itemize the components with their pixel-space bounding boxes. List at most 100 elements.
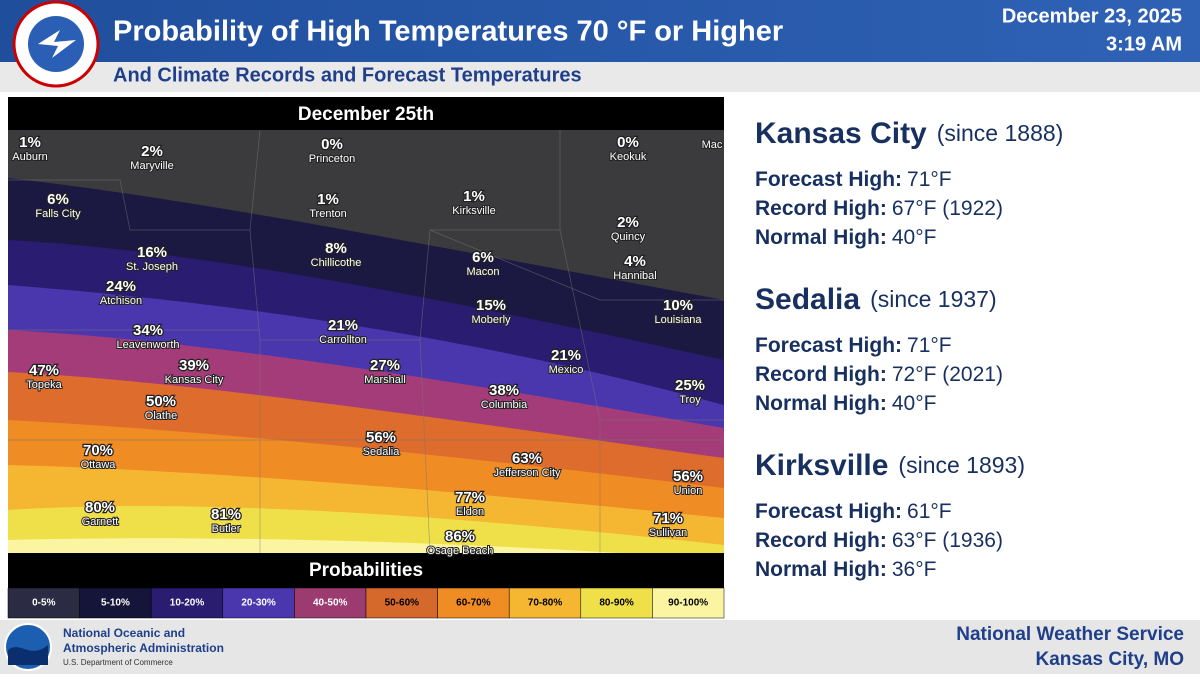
- row-value: 72°F (2021): [892, 363, 1003, 386]
- city-pct: 39%: [179, 357, 209, 374]
- city-pct: 70%: [83, 442, 113, 459]
- legend-swatch: [580, 587, 653, 619]
- city-name: Maryville: [130, 160, 173, 172]
- legend-swatch: [437, 587, 510, 619]
- legend-swatch: [652, 587, 725, 619]
- station-row: Forecast High: 61°F: [755, 500, 952, 523]
- row-label: Forecast High:: [755, 168, 902, 191]
- row-label: Record High:: [755, 363, 887, 386]
- city-name: Columbia: [481, 399, 528, 411]
- office-line1: National Weather Service: [956, 624, 1184, 645]
- legend-label: 50-60%: [385, 598, 420, 609]
- row-value: 61°F: [907, 500, 952, 523]
- city-pct: 1%: [19, 134, 41, 151]
- legend-swatch: [7, 587, 80, 619]
- city-pct: 24%: [106, 278, 136, 295]
- city-pct: 4%: [624, 253, 646, 270]
- city-pct: 56%: [673, 468, 703, 485]
- city-name: Leavenworth: [117, 339, 180, 351]
- city-pct: 15%: [476, 297, 506, 314]
- station-heading: Kansas City (since 1888): [755, 117, 1063, 150]
- city-name: Macon: [466, 266, 499, 278]
- station-heading: Kirksville (since 1893): [755, 449, 1025, 482]
- city-name: Keokuk: [610, 151, 647, 163]
- time: 3:19 AM: [1106, 33, 1182, 55]
- agency-line2: Atmospheric Administration: [63, 641, 224, 655]
- city-pct: 0%: [321, 136, 343, 153]
- city-pct: 50%: [146, 393, 176, 410]
- office-line2: Kansas City, MO: [1035, 649, 1184, 670]
- row-value: 36°F: [892, 558, 937, 581]
- city-pct: 2%: [617, 214, 639, 231]
- city-name: Mac: [702, 139, 723, 151]
- city-name: Trenton: [309, 208, 347, 220]
- row-label: Record High:: [755, 529, 887, 552]
- map: December 25th Probabilities 1%Auburn 2%Ma…: [8, 97, 724, 588]
- department: U.S. Department of Commerce: [63, 658, 173, 667]
- city-name: Moberly: [471, 314, 511, 326]
- legend-label: 60-70%: [456, 598, 491, 609]
- station-heading: Sedalia (since 1937): [755, 283, 997, 316]
- row-label: Normal High:: [755, 558, 887, 581]
- row-value: 71°F: [907, 168, 952, 191]
- station-name: Sedalia: [755, 283, 860, 316]
- row-label: Normal High:: [755, 226, 887, 249]
- footer-bar: [0, 620, 1200, 674]
- station-row: Normal High: 40°F: [755, 226, 936, 249]
- station-row: Normal High: 36°F: [755, 558, 936, 581]
- city-name: Ottawa: [81, 459, 117, 471]
- city-name: Quincy: [611, 231, 646, 243]
- city-pct: 8%: [325, 240, 347, 257]
- city-pct: 47%: [29, 362, 59, 379]
- legend-label: 90-100%: [668, 598, 708, 609]
- legend-label: 80-90%: [599, 598, 634, 609]
- city-name: Falls City: [35, 208, 81, 220]
- row-label: Record High:: [755, 197, 887, 220]
- city-name: Olathe: [145, 410, 177, 422]
- city-name: Sullivan: [649, 527, 688, 539]
- subtitle: And Climate Records and Forecast Tempera…: [113, 64, 582, 86]
- city-name: Mexico: [549, 364, 584, 376]
- city-name: Kansas City: [165, 374, 224, 386]
- city-name: Hannibal: [613, 270, 656, 282]
- city-name: Topeka: [26, 379, 62, 391]
- subheader-bar: [0, 62, 1200, 92]
- noaa-logo: [4, 623, 52, 671]
- legend-label: 5-10%: [101, 598, 130, 609]
- city-name: St. Joseph: [126, 261, 178, 273]
- row-value: 40°F: [892, 392, 937, 415]
- station-row: Forecast High: 71°F: [755, 334, 952, 357]
- city-name: Marshall: [364, 374, 406, 386]
- station-row: Forecast High: 71°F: [755, 168, 952, 191]
- legend: 0-5% 5-10% 10-20% 20-30% 40-50% 50-60% 60-70% 7…: [7, 587, 725, 619]
- city-name: Atchison: [100, 295, 142, 307]
- legend-label: 40-50%: [313, 598, 348, 609]
- city-name: Troy: [679, 394, 701, 406]
- city-name: Union: [674, 485, 703, 497]
- row-value: 40°F: [892, 226, 937, 249]
- city-pct: 2%: [141, 143, 163, 160]
- city-name: Chillicothe: [311, 257, 362, 269]
- date: December 23, 2025: [1002, 5, 1182, 27]
- city-pct: 86%: [445, 528, 475, 545]
- city-pct: 1%: [463, 188, 485, 205]
- city-pct: 16%: [137, 244, 167, 261]
- city-pct: 81%: [211, 506, 241, 523]
- city-pct: 34%: [133, 322, 163, 339]
- city-name: Osage Beach: [427, 545, 494, 557]
- station-name: Kansas City: [755, 117, 927, 150]
- stations: Kansas City (since 1888) Forecast High: 71°…: [755, 117, 1063, 581]
- station-row: Record High: 67°F (1922): [755, 197, 1003, 220]
- city-name: Princeton: [309, 153, 355, 165]
- city-pct: 56%: [366, 429, 396, 446]
- row-value: 63°F (1936): [892, 529, 1003, 552]
- city-pct: 80%: [85, 499, 115, 516]
- city-pct: 10%: [663, 297, 693, 314]
- agency-line1: National Oceanic and: [63, 626, 185, 640]
- legend-swatch: [222, 587, 295, 619]
- header-bar: [0, 0, 1200, 62]
- station-row: Record High: 63°F (1936): [755, 529, 1003, 552]
- city-name: Louisiana: [654, 314, 702, 326]
- station-since: (since 1937): [870, 286, 997, 312]
